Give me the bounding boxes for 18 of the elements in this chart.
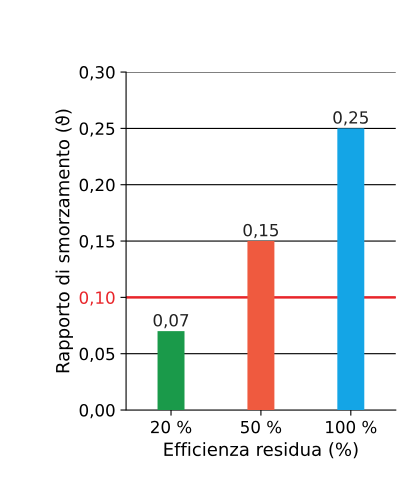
data-label: 0,15 (243, 224, 278, 238)
y-axis-title: Rapporto di smorzamento (ϑ) (55, 110, 73, 372)
y-tick-label: 0,00 (80, 404, 115, 418)
bar (247, 241, 274, 410)
y-tick-label: 0,05 (80, 348, 114, 362)
data-label: 0,25 (333, 111, 368, 126)
y-tick-label: 0,20 (80, 178, 115, 193)
y-tick-label: 0,10 (80, 291, 115, 306)
data-label: 0,07 (154, 314, 188, 328)
y-tick-label: 0,15 (80, 235, 114, 250)
x-tick-label: 50 % (241, 420, 282, 434)
x-axis-title: Efficienza residua (%) (164, 442, 358, 458)
x-tick-label: 100 % (326, 420, 376, 434)
y-tick-label: 0,25 (80, 122, 114, 137)
y-tick-label: 0,30 (80, 66, 115, 80)
bar (337, 128, 364, 410)
x-tick-label: 20 % (151, 420, 192, 434)
bar (158, 331, 185, 410)
